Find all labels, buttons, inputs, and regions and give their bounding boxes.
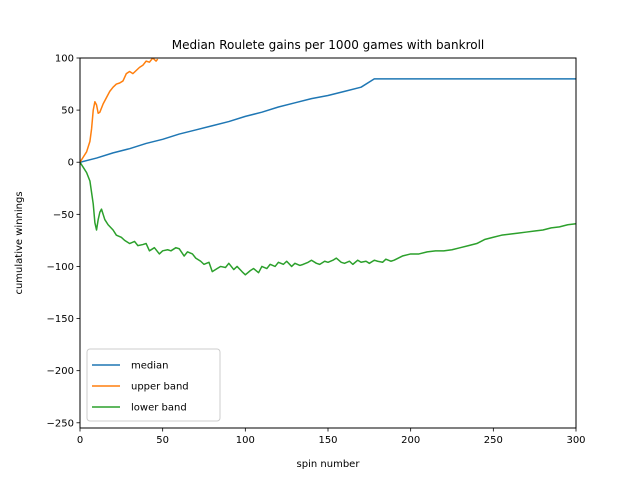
x-axis-title: spin number [297, 459, 361, 470]
series-line-median [80, 78, 576, 163]
y-tick-label: −50 [53, 210, 74, 221]
y-tick-label: 0 [68, 158, 74, 169]
legend-label-median: median [131, 361, 169, 372]
legend: median upper band lower band [86, 348, 221, 422]
series-line-lower-band [80, 161, 576, 276]
y-tick-label: −200 [47, 366, 74, 377]
y-tick-label: −250 [47, 418, 74, 429]
series-layer [80, 58, 576, 276]
x-tick-label: 100 [236, 435, 255, 446]
y-tick-label: 100 [55, 54, 74, 65]
x-axis: 0 50 100 150 200 250 300 [77, 428, 586, 446]
x-tick-label: 0 [77, 435, 83, 446]
y-axis-title: cumulative winnings [14, 191, 25, 294]
y-tick-label: −100 [47, 262, 74, 273]
y-tick-label: 50 [61, 106, 74, 117]
x-tick-label: 150 [318, 435, 337, 446]
legend-box [86, 348, 221, 422]
chart-title: Median Roulete gains per 1000 games with… [172, 38, 485, 52]
series-line-upper-band [80, 58, 159, 163]
x-tick-label: 50 [156, 435, 169, 446]
legend-label-upper-band: upper band [131, 382, 189, 393]
x-tick-label: 200 [401, 435, 420, 446]
x-tick-label: 250 [484, 435, 503, 446]
y-tick-label: −150 [47, 314, 74, 325]
y-axis: 100 50 0 −50 −100 −150 −200 −250 [47, 54, 80, 429]
x-tick-label: 300 [566, 435, 585, 446]
legend-label-lower-band: lower band [131, 403, 187, 414]
